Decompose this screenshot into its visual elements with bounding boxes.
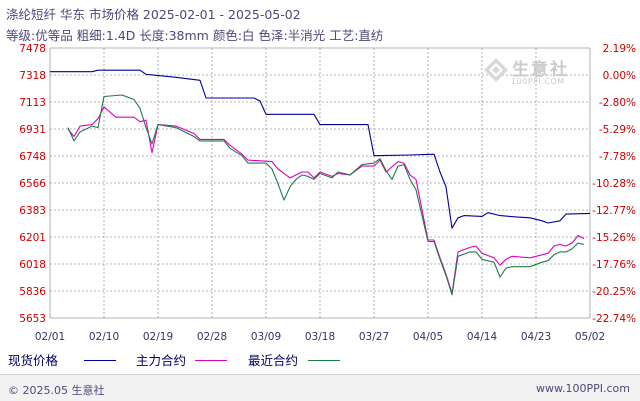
y-tick-label-left: 6566 xyxy=(19,178,46,190)
series-lines xyxy=(50,69,591,296)
y-tick-label-left: 5653 xyxy=(19,313,46,325)
x-tick-label: 03/18 xyxy=(305,331,335,343)
legend-swatch-nearest xyxy=(308,360,340,361)
y-tick-label-right: -7.78% xyxy=(599,151,636,163)
y-tick-label-right: -10.28% xyxy=(592,178,636,190)
chart-subtitle: 等级:优等品 粗细:1.4D 长度:38mm 颜色:白 色泽:半消光 工艺:直纺 xyxy=(6,28,384,43)
x-tick-label: 02/10 xyxy=(89,331,119,343)
y-tick-label-left: 7113 xyxy=(19,97,46,109)
y-tick-label-left: 5836 xyxy=(19,286,46,298)
y-tick-label-right: -17.76% xyxy=(592,259,636,271)
y-tick-label-left: 6931 xyxy=(19,124,46,136)
x-tick-label: 03/27 xyxy=(359,331,389,343)
right-axis: 2.19% 0.00% -2.80% -5.29% -7.78% -10.28% -12.7… xyxy=(592,43,636,325)
y-tick-label-right: 2.19% xyxy=(603,43,636,55)
y-tick-label-right: 0.00% xyxy=(603,70,636,82)
watermark-url: 100PPI.COM xyxy=(511,77,565,86)
price-chart: 7478 7318 7113 6931 6748 6566 6383 6201 6018 5836… xyxy=(19,43,636,343)
y-tick-label-left: 6018 xyxy=(19,259,46,271)
y-tick-label-right: -20.25% xyxy=(592,286,636,298)
series-line-nearest-contract xyxy=(67,94,585,296)
x-axis: 02/01 02/10 02/19 02/28 03/09 03/18 03/27 04/05… xyxy=(35,331,605,343)
x-tick-label: 04/23 xyxy=(521,331,551,343)
left-axis: 7478 7318 7113 6931 6748 6566 6383 6201 6018 5836… xyxy=(19,43,46,325)
y-tick-label-left: 6383 xyxy=(19,205,46,217)
series-line-main-contract xyxy=(67,106,585,294)
y-tick-label-left: 7318 xyxy=(19,70,46,82)
watermark-logo-icon xyxy=(484,58,508,82)
x-tick-label: 02/19 xyxy=(143,331,173,343)
x-tick-label: 05/02 xyxy=(575,331,605,343)
footer: © 2025.05 生意社 www.100PPI.com xyxy=(0,374,640,401)
site-link[interactable]: www.100PPI.com xyxy=(536,382,630,395)
chart-title: 涤纶短纤 华东 市场价格 2025-02-01 - 2025-05-02 xyxy=(6,7,301,22)
y-tick-label-right: -22.74% xyxy=(592,313,636,325)
y-tick-label-right: -12.77% xyxy=(592,205,636,217)
y-tick-label-left: 7478 xyxy=(19,43,46,55)
y-tick-label-right: -2.80% xyxy=(599,97,636,109)
watermark-brand: 生意社 xyxy=(512,60,569,80)
y-tick-label-left: 6748 xyxy=(19,151,46,163)
watermark: 生意社 100PPI.COM xyxy=(482,56,582,92)
legend-label-spot: 现货价格 xyxy=(8,353,59,368)
x-tick-label: 04/14 xyxy=(467,331,498,343)
legend-swatch-spot xyxy=(84,360,116,361)
legend-label-nearest: 最近合约 xyxy=(248,353,299,368)
x-tick-label: 02/01 xyxy=(35,331,65,343)
x-tick-label: 02/28 xyxy=(197,331,227,343)
copyright-text: © 2025.05 生意社 xyxy=(8,384,105,397)
x-tick-label: 03/09 xyxy=(251,331,281,343)
legend-label-main: 主力合约 xyxy=(136,353,187,368)
x-tick-label: 04/05 xyxy=(413,331,443,343)
legend-swatch-main xyxy=(195,360,227,361)
y-tick-label-right: -5.29% xyxy=(599,124,636,136)
series-line-spot xyxy=(50,69,591,229)
y-tick-label-left: 6201 xyxy=(19,232,46,244)
y-tick-label-right: -15.26% xyxy=(592,232,636,244)
